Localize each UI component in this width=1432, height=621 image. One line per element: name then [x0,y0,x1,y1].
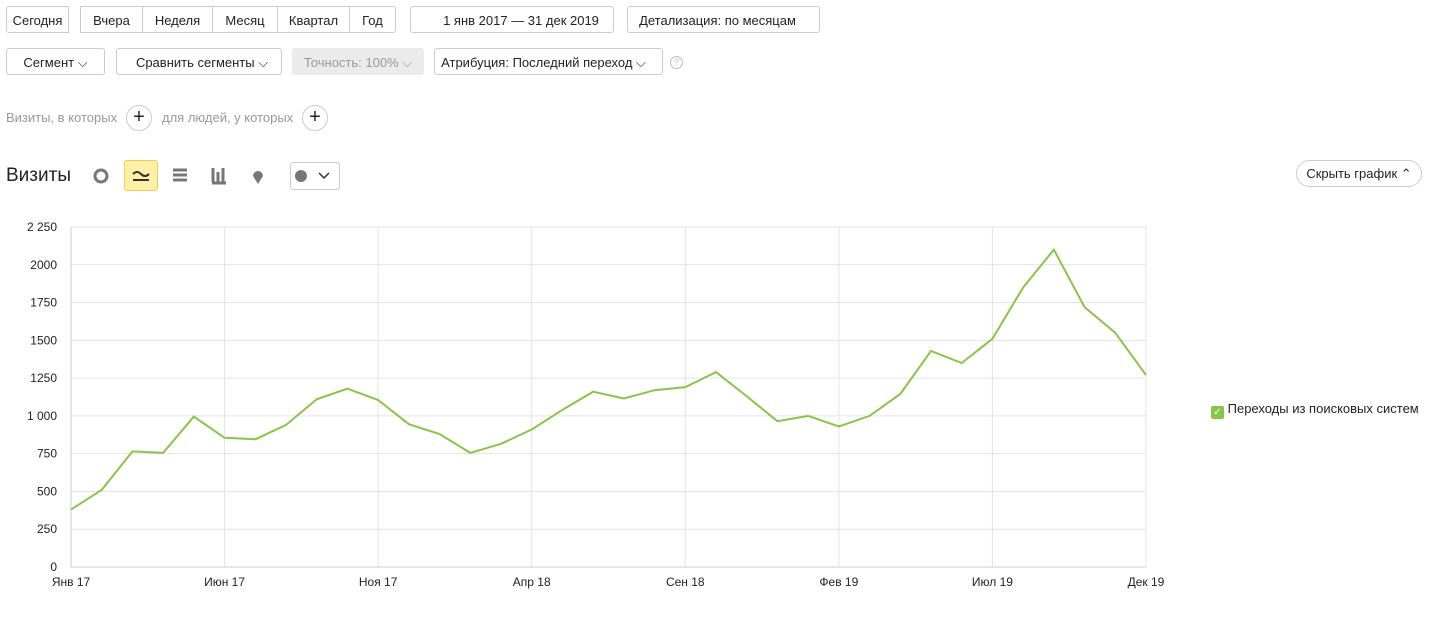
report-title: Визиты [6,165,71,186]
visits-filter-label: Визиты, в которых [6,110,118,125]
attribution: Атрибуция: Последний переход [441,55,633,70]
period-button[interactable]: Месяц [212,6,278,33]
legend-label: Переходы из поисковых систем [1227,401,1419,416]
help-icon[interactable]: ? [670,56,683,69]
date-range-button[interactable]: 1 янв 2017 — 31 дек 2019 [410,6,614,33]
detail: Детализация: по месяцам [639,13,796,28]
map-icon[interactable] [253,171,263,184]
people-filter-label: для людей, у которых [162,110,294,125]
x-tick-label: Июн 17 [204,575,245,589]
y-tick-label: 750 [37,447,57,461]
series-line [70,247,1147,511]
y-tick-label: 500 [37,484,57,498]
notes-select[interactable] [290,162,340,190]
x-tick-label: Фев 19 [819,575,858,589]
bar-icon[interactable] [211,168,226,185]
period-button[interactable]: Вчера [80,6,143,33]
accuracy-button[interactable]: Точность: 100% ⌵ [292,48,424,75]
segment: Сегмент [23,55,75,70]
area-icon[interactable] [173,168,187,182]
chart: 0 250 500 750 1 000 1250 1500 1750 2000 2 250 Янв … [27,220,1165,589]
x-tick-label: Сен 18 [666,575,705,589]
y-tick-label: 1750 [30,296,57,310]
x-tick-label: Ноя 17 [359,575,398,589]
chart-type-icons [93,162,340,190]
notes-icon [295,170,307,182]
line-chart-toggle[interactable] [124,160,158,191]
hide-chart-button[interactable]: Скрыть график ⌃ [1296,160,1422,187]
legend: ✓ Переходы из поисковых систем [1211,401,1419,419]
hide-chart: Скрыть график [1306,166,1398,181]
period-button[interactable]: Год [349,6,396,33]
period-button[interactable]: Сегодня [6,6,69,33]
segment-button[interactable]: Сегмент ⌵ [6,48,105,75]
x-tick-label: Июл 19 [972,575,1013,589]
y-tick-label: 2 250 [27,220,57,234]
accuracy: Точность: 100% [303,55,399,70]
y-tick-label: 250 [37,522,57,536]
compare: Сравнить сегменты [135,55,255,70]
pie-icon[interactable] [93,168,109,184]
detail-button[interactable]: Детализация: по месяцам [627,6,820,33]
attribution-button[interactable]: Атрибуция: Последний переход ⌵ [434,48,663,75]
x-tick-label: Дек 19 [1128,575,1165,589]
y-tick-label: 1500 [30,333,57,347]
legend-checkbox[interactable]: ✓ [1211,406,1224,419]
period-button[interactable]: Неделя [142,6,213,33]
line-icon [132,171,150,181]
y-tick-label: 1 000 [27,409,57,423]
x-tick-label: Апр 18 [513,575,551,589]
period-button[interactable]: Квартал [277,6,350,33]
date-range: 1 янв 2017 — 31 дек 2019 [443,13,599,28]
add-people-filter[interactable]: + [302,105,328,131]
x-tick-label: Янв 17 [52,575,91,589]
y-tick-label: 0 [50,560,57,574]
add-visit-filter[interactable]: + [126,105,152,131]
y-tick-label: 1250 [30,371,57,385]
compare-button[interactable]: Сравнить сегменты ⌵ [116,48,282,75]
chevron [318,172,330,180]
y-tick-label: 2000 [30,258,57,272]
